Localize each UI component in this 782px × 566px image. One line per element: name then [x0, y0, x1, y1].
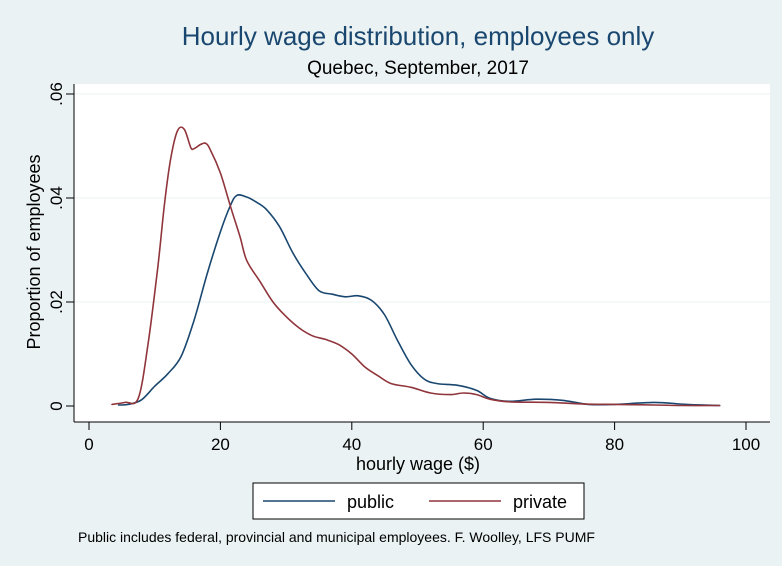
chart-subtitle: Quebec, September, 2017 — [307, 58, 529, 79]
series-line-public — [117, 194, 721, 407]
y-tick-label-0: 0 — [47, 401, 66, 410]
footnote: Public includes federal, provincial and … — [78, 529, 595, 545]
series-line-private — [111, 126, 721, 407]
x-axis-label: hourly wage ($) — [356, 454, 480, 474]
legend-label-public: public — [347, 492, 394, 512]
x-tick-label-1: 20 — [211, 435, 230, 454]
legend: public private — [252, 482, 585, 520]
y-tick-label-1: .02 — [47, 290, 66, 314]
series-layer — [111, 126, 721, 407]
x-ticks: 0 20 40 60 80 100 — [84, 422, 760, 454]
y-tick-label-3: .06 — [47, 82, 66, 106]
y-axis-label: Proportion of employees — [24, 154, 44, 349]
x-tick-label-3: 60 — [474, 435, 493, 454]
x-tick-label-5: 100 — [732, 435, 760, 454]
y-tick-label-2: .04 — [47, 186, 66, 210]
axes-layer — [73, 84, 770, 423]
x-tick-label-0: 0 — [84, 435, 93, 454]
y-ticks: 0 .02 .04 .06 — [47, 82, 74, 411]
grid-layer — [74, 93, 770, 303]
x-tick-label-4: 80 — [605, 435, 624, 454]
x-tick-label-2: 40 — [342, 435, 361, 454]
chart-title: Hourly wage distribution, employees only — [182, 21, 655, 51]
legend-label-private: private — [513, 492, 567, 512]
plot-area — [74, 84, 770, 422]
